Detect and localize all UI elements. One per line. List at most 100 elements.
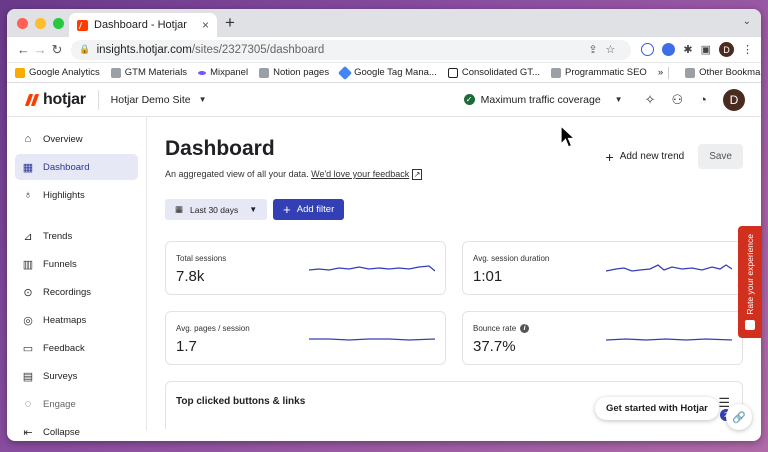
bounce-sparkline (606, 338, 732, 341)
tab-search-chevron-icon[interactable]: ⌄ (742, 16, 751, 27)
metric-label: Bounce rate i (473, 324, 732, 333)
sidebar-item-engage[interactable]: ◌ Engage (15, 391, 138, 417)
metric-label: Avg. pages / session (176, 324, 250, 333)
metric-card-bounce-rate[interactable]: Bounce rate i 37.7% (462, 311, 743, 365)
list-icon[interactable]: ☰ (718, 395, 730, 410)
sidebar-item-trends[interactable]: ⊿ Trends (15, 223, 138, 249)
rate-experience-tab[interactable]: Rate your experience (738, 226, 762, 338)
tab-strip: Dashboard - Hotjar × + ⌄ (7, 9, 761, 37)
share-star-icons[interactable]: ⇪☆ (588, 44, 624, 56)
bookmark-google-analytics[interactable]: Google Analytics (15, 67, 100, 78)
metric-card-total-sessions[interactable]: Total sessions 7.8k (165, 241, 446, 295)
extensions-bar: ✱ ▣ D ⋮ (641, 42, 753, 57)
bookmark-notion-pages[interactable]: Notion pages (259, 67, 329, 78)
notifications-icon[interactable]: ◔ (699, 92, 707, 107)
lightbulb-icon: ♁ (23, 189, 33, 201)
browser-window: Dashboard - Hotjar × + ⌄ ← → ↻ 🔒 insight… (7, 9, 761, 441)
metric-card-avg-session-duration[interactable]: Avg. session duration 1:01 (462, 241, 743, 295)
bookmark-mixpanel[interactable]: Mixpanel (198, 67, 248, 78)
info-icon[interactable]: i (520, 324, 530, 333)
menu-dots-icon[interactable]: ⋮ (742, 44, 754, 56)
sidebar-item-heatmaps[interactable]: ◎ Heatmaps (15, 307, 138, 333)
new-tab-button[interactable]: + (225, 13, 235, 32)
minimize-window-button[interactable] (35, 18, 46, 29)
save-button[interactable]: Save (698, 144, 743, 169)
metric-value: 7.8k (176, 268, 205, 285)
rate-experience-label: Rate your experience (745, 233, 755, 315)
sidebar-gap (7, 210, 146, 222)
more-bookmarks-chevron-icon[interactable]: » (657, 67, 664, 78)
sidebar-item-surveys[interactable]: ▤ Surveys (22, 370, 78, 383)
other-bookmarks[interactable]: Other Bookmarks (685, 67, 761, 78)
metric-label: Total sessions (176, 254, 227, 263)
sidebar-item-overview[interactable]: ⌂ Overview (15, 126, 138, 152)
user-avatar[interactable]: D (723, 88, 745, 111)
add-new-trend-button[interactable]: + Add new trend (605, 148, 685, 165)
tab-close-icon[interactable]: × (201, 18, 209, 32)
date-range-selector[interactable]: ▦ Last 30 days ▼ (165, 199, 268, 220)
metric-card-avg-pages-per-session[interactable]: Avg. pages / session 1.7 (165, 311, 446, 365)
hotjar-logo[interactable]: hotjar (25, 91, 86, 109)
profile-avatar[interactable]: D (719, 42, 735, 57)
chat-icon (745, 320, 755, 331)
back-icon[interactable]: ← (16, 42, 30, 57)
invite-user-icon[interactable]: ⚇ (671, 91, 684, 107)
sidepanel-icon[interactable]: ▣ (700, 44, 712, 56)
sidebar-item-collapse[interactable]: ⇤ Collapse (15, 419, 138, 441)
reload-icon[interactable]: ↻ (51, 41, 63, 57)
metric-value: 1.7 (176, 338, 197, 355)
integrations-puzzle-icon[interactable]: ✧ (644, 91, 656, 107)
sidebar-item-dashboard[interactable]: ▦ Dashboard (15, 154, 138, 180)
extension-1password-icon[interactable] (641, 43, 655, 56)
browser-tab[interactable]: Dashboard - Hotjar × (69, 13, 217, 37)
collapse-icon: ⇤ (23, 426, 33, 439)
feedback-link[interactable]: We'd love your feedback (311, 169, 410, 179)
bookmark-programmatic-seo[interactable]: Programmatic SEO (550, 67, 647, 78)
extensions-puzzle-icon[interactable]: ✱ (683, 44, 693, 56)
pages-sparkline (309, 338, 435, 341)
bookmark-gtm-materials[interactable]: GTM Materials (110, 67, 187, 78)
caret-down-icon: ▼ (198, 95, 207, 104)
lock-icon: 🔒 (79, 44, 91, 54)
main-content: Dashboard An aggregated view of all your… (147, 117, 761, 431)
surveys-icon: ▤ (22, 370, 34, 383)
app-header: hotjar Hotjar Demo Site ▼ ✓ Maximum traff… (7, 83, 761, 117)
engage-icon: ◌ (24, 398, 32, 410)
extension-blue-icon[interactable] (662, 43, 676, 56)
add-filter-button[interactable]: + Add filter (273, 199, 345, 220)
external-link-icon[interactable]: ↗ (411, 169, 423, 180)
sidebar-item-highlights[interactable]: ♁ Highlights (15, 182, 138, 208)
top-actions: + Add new trend Save (606, 144, 743, 169)
close-window-button[interactable] (17, 18, 28, 29)
tab-title: Dashboard - Hotjar (94, 19, 187, 31)
url-path: /sites/2327305/dashboard (191, 43, 325, 56)
link-icon[interactable]: 🔗 (726, 404, 752, 430)
caret-down-icon: ▼ (614, 95, 623, 104)
hotjar-favicon-icon (77, 19, 88, 31)
maximize-window-button[interactable] (53, 18, 64, 29)
sidebar: ⌂ Overview ▦ Dashboard ♁ Highlights ⊿ Trends… (7, 117, 147, 439)
bookmarks-divider (668, 66, 670, 79)
calendar-icon: ▦ (175, 204, 184, 214)
sidebar-item-recordings[interactable]: ⊙ Recordings (15, 279, 138, 305)
bookmark-google-tag-manager[interactable]: Google Tag Mana... (338, 65, 437, 80)
get-started-button[interactable]: Get started with Hotjar (595, 397, 719, 420)
sidebar-item-feedback[interactable]: ▭ Feedback (22, 342, 85, 355)
forward-icon[interactable]: → (33, 42, 47, 57)
hotjar-logo-icon (25, 93, 39, 107)
sessions-sparkline (309, 265, 435, 272)
home-icon: ⌂ (24, 133, 32, 145)
top-clicked-title: Top clicked buttons & links (176, 396, 306, 407)
bookmarks-right: » Other Bookmarks (657, 66, 761, 79)
plus-icon: + (283, 202, 291, 217)
metrics-grid: Total sessions 7.8k Avg. session duratio… (165, 241, 743, 365)
app-body: ⌂ Overview ▦ Dashboard ♁ Highlights ⊿ Trends… (7, 117, 761, 439)
site-selector[interactable]: Hotjar Demo Site ▼ (110, 93, 207, 106)
recordings-icon: ⊙ (23, 286, 33, 299)
dashboard-icon: ▦ (22, 161, 34, 174)
sidebar-item-funnels[interactable]: ▥ Funnels (22, 258, 77, 271)
bookmark-consolidated[interactable]: Consolidated GT... (447, 67, 540, 78)
filters-bar: ▦ Last 30 days ▼ + Add filter (165, 199, 743, 220)
url-bar[interactable]: 🔒 insights.hotjar.com/sites/2327305/dash… (71, 39, 632, 60)
traffic-coverage-selector[interactable]: ✓ Maximum traffic coverage ▼ (463, 94, 623, 106)
